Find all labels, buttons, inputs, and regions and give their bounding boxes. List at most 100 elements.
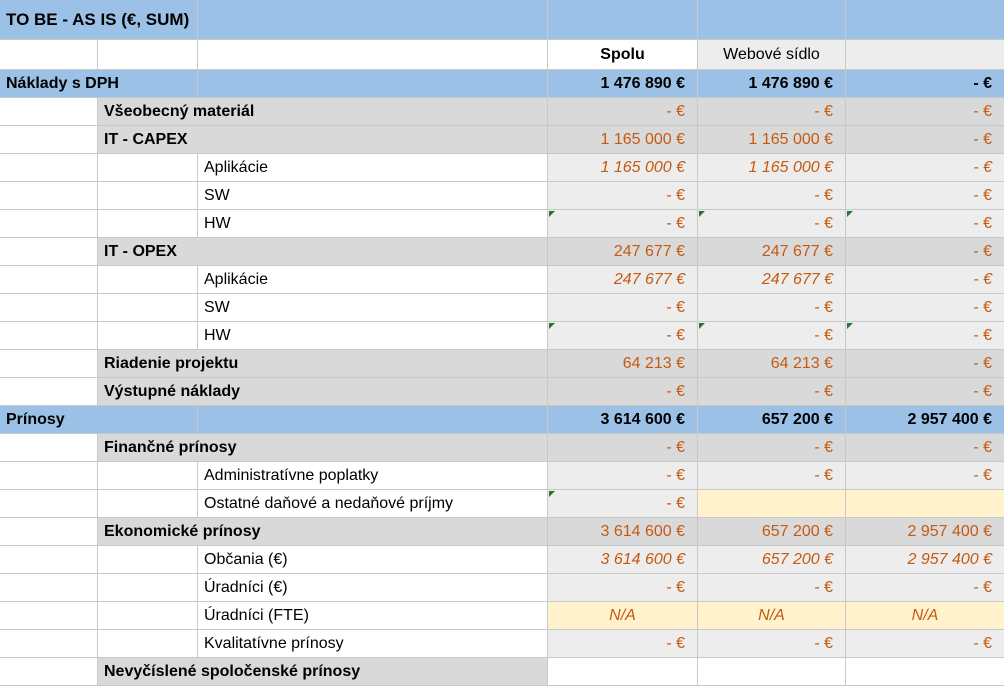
indent-cell[interactable] xyxy=(0,462,98,490)
indent-cell[interactable] xyxy=(98,546,198,574)
value-cell-web[interactable]: 247 677 € xyxy=(698,266,846,294)
value-cell-total[interactable]: 64 213 € xyxy=(548,350,698,378)
value-cell-total[interactable]: - € xyxy=(548,322,698,350)
indent-cell[interactable] xyxy=(0,630,98,658)
indent-cell[interactable] xyxy=(98,154,198,182)
row-label[interactable]: IT - CAPEX xyxy=(98,126,548,154)
value-cell-total[interactable]: 3 614 600 € xyxy=(548,546,698,574)
row-label[interactable]: Kvalitatívne prínosy xyxy=(198,630,548,658)
row-label[interactable]: Úradníci (FTE) xyxy=(198,602,548,630)
row-label[interactable]: SW xyxy=(198,182,548,210)
value-cell-web[interactable]: N/A xyxy=(698,602,846,630)
row-label[interactable]: Náklady s DPH xyxy=(0,70,198,98)
row-label[interactable]: Všeobecný materiál xyxy=(98,98,548,126)
column-header-total[interactable]: Spolu xyxy=(548,40,698,70)
value-cell-web[interactable]: 1 165 000 € xyxy=(698,126,846,154)
sheet-title[interactable]: TO BE - AS IS (€, SUM) xyxy=(0,0,198,40)
value-cell-web[interactable]: 1 165 000 € xyxy=(698,154,846,182)
value-cell-total[interactable]: - € xyxy=(548,462,698,490)
row-label[interactable]: Ostatné daňové a nedaňové príjmy xyxy=(198,490,548,518)
row-label[interactable]: IT - OPEX xyxy=(98,238,548,266)
value-cell-web[interactable]: - € xyxy=(698,98,846,126)
row-label[interactable]: Finančné prínosy xyxy=(98,434,548,462)
row-label[interactable]: Výstupné náklady xyxy=(98,378,548,406)
value-cell-other[interactable]: - € xyxy=(846,210,1004,238)
value-cell-web[interactable]: 657 200 € xyxy=(698,546,846,574)
indent-cell[interactable] xyxy=(98,210,198,238)
value-cell-other[interactable]: - € xyxy=(846,266,1004,294)
title-cell-empty[interactable] xyxy=(198,0,548,40)
value-cell-total[interactable]: - € xyxy=(548,434,698,462)
value-cell-total[interactable]: - € xyxy=(548,210,698,238)
row-label[interactable]: Aplikácie xyxy=(198,154,548,182)
value-cell-web[interactable]: 657 200 € xyxy=(698,406,846,434)
indent-cell[interactable] xyxy=(98,322,198,350)
value-cell-total[interactable]: 1 165 000 € xyxy=(548,154,698,182)
row-label[interactable]: Administratívne poplatky xyxy=(198,462,548,490)
row-label[interactable]: Ekonomické prínosy xyxy=(98,518,548,546)
value-cell-other[interactable]: - € xyxy=(846,294,1004,322)
value-cell-web[interactable] xyxy=(698,658,846,686)
header-cell-empty[interactable] xyxy=(98,40,198,70)
row-label-spacer[interactable] xyxy=(198,70,548,98)
value-cell-total[interactable]: - € xyxy=(548,378,698,406)
value-cell-total[interactable]: - € xyxy=(548,182,698,210)
value-cell-other[interactable] xyxy=(846,490,1004,518)
title-cell-empty[interactable] xyxy=(846,0,1004,40)
row-label[interactable]: Nevyčíslené spoločenské prínosy xyxy=(98,658,548,686)
row-label[interactable]: HW xyxy=(198,210,548,238)
indent-cell[interactable] xyxy=(0,602,98,630)
value-cell-other[interactable]: 2 957 400 € xyxy=(846,406,1004,434)
indent-cell[interactable] xyxy=(98,490,198,518)
value-cell-web[interactable]: - € xyxy=(698,182,846,210)
indent-cell[interactable] xyxy=(0,238,98,266)
title-cell-empty[interactable] xyxy=(548,0,698,40)
value-cell-total[interactable]: - € xyxy=(548,630,698,658)
indent-cell[interactable] xyxy=(0,266,98,294)
row-label[interactable]: Riadenie projektu xyxy=(98,350,548,378)
header-cell-empty[interactable] xyxy=(198,40,548,70)
value-cell-total[interactable]: 3 614 600 € xyxy=(548,406,698,434)
value-cell-total[interactable]: - € xyxy=(548,574,698,602)
value-cell-web[interactable]: - € xyxy=(698,210,846,238)
row-label[interactable]: Prínosy xyxy=(0,406,198,434)
value-cell-total[interactable]: 247 677 € xyxy=(548,238,698,266)
indent-cell[interactable] xyxy=(98,574,198,602)
value-cell-other[interactable]: N/A xyxy=(846,602,1004,630)
value-cell-other[interactable]: - € xyxy=(846,434,1004,462)
indent-cell[interactable] xyxy=(0,126,98,154)
value-cell-total[interactable]: 1 476 890 € xyxy=(548,70,698,98)
value-cell-total[interactable] xyxy=(548,658,698,686)
indent-cell[interactable] xyxy=(98,266,198,294)
value-cell-total[interactable]: 3 614 600 € xyxy=(548,518,698,546)
indent-cell[interactable] xyxy=(0,490,98,518)
value-cell-other[interactable]: - € xyxy=(846,238,1004,266)
value-cell-other[interactable]: 2 957 400 € xyxy=(846,518,1004,546)
row-label[interactable]: HW xyxy=(198,322,548,350)
value-cell-total[interactable]: N/A xyxy=(548,602,698,630)
indent-cell[interactable] xyxy=(0,434,98,462)
value-cell-web[interactable]: - € xyxy=(698,294,846,322)
value-cell-total[interactable]: - € xyxy=(548,490,698,518)
indent-cell[interactable] xyxy=(98,294,198,322)
header-cell-empty[interactable] xyxy=(0,40,98,70)
value-cell-other[interactable] xyxy=(846,658,1004,686)
title-cell-empty[interactable] xyxy=(698,0,846,40)
value-cell-other[interactable]: - € xyxy=(846,154,1004,182)
value-cell-total[interactable]: - € xyxy=(548,294,698,322)
value-cell-other[interactable]: - € xyxy=(846,182,1004,210)
value-cell-other[interactable]: - € xyxy=(846,630,1004,658)
value-cell-total[interactable]: 1 165 000 € xyxy=(548,126,698,154)
value-cell-other[interactable]: - € xyxy=(846,98,1004,126)
value-cell-web[interactable]: 64 213 € xyxy=(698,350,846,378)
value-cell-web[interactable]: - € xyxy=(698,462,846,490)
value-cell-total[interactable]: 247 677 € xyxy=(548,266,698,294)
value-cell-web[interactable]: 1 476 890 € xyxy=(698,70,846,98)
indent-cell[interactable] xyxy=(98,462,198,490)
indent-cell[interactable] xyxy=(0,574,98,602)
value-cell-other[interactable]: - € xyxy=(846,574,1004,602)
indent-cell[interactable] xyxy=(0,182,98,210)
row-label[interactable]: Občania (€) xyxy=(198,546,548,574)
indent-cell[interactable] xyxy=(0,378,98,406)
indent-cell[interactable] xyxy=(0,294,98,322)
